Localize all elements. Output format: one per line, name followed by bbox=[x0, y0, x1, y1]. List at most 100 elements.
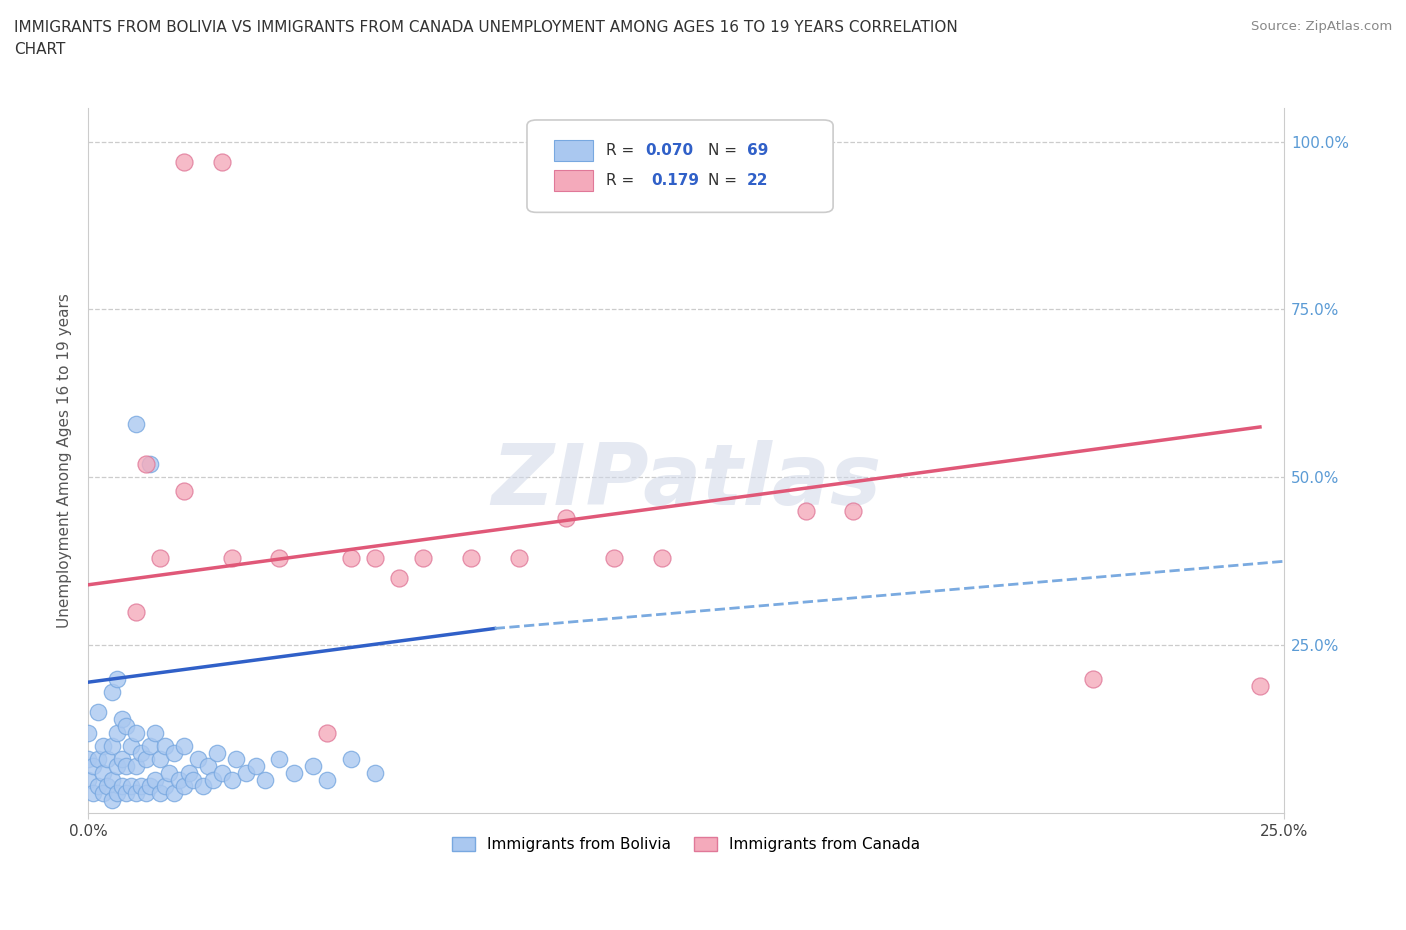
Point bbox=[111, 752, 134, 767]
Point bbox=[139, 457, 162, 472]
Point bbox=[412, 551, 434, 565]
Point bbox=[173, 154, 195, 169]
Text: R =: R = bbox=[606, 143, 638, 158]
Point bbox=[254, 772, 277, 787]
Point bbox=[167, 772, 190, 787]
Point bbox=[173, 738, 195, 753]
Point bbox=[91, 738, 114, 753]
Point bbox=[139, 738, 162, 753]
Point bbox=[101, 684, 124, 699]
Point bbox=[115, 786, 138, 801]
Point bbox=[77, 772, 100, 787]
Point bbox=[163, 745, 186, 760]
Point bbox=[115, 718, 138, 733]
Point bbox=[101, 772, 124, 787]
Point bbox=[388, 571, 411, 586]
Y-axis label: Unemployment Among Ages 16 to 19 years: Unemployment Among Ages 16 to 19 years bbox=[58, 293, 72, 628]
Point bbox=[197, 759, 219, 774]
Point bbox=[245, 759, 267, 774]
Point bbox=[82, 786, 104, 801]
Point bbox=[183, 772, 205, 787]
Point bbox=[187, 752, 209, 767]
Point bbox=[221, 551, 243, 565]
Point bbox=[302, 759, 325, 774]
Point bbox=[125, 759, 148, 774]
Point bbox=[211, 154, 233, 169]
Point bbox=[87, 778, 110, 793]
Point bbox=[340, 752, 363, 767]
Point bbox=[207, 745, 229, 760]
Point bbox=[177, 765, 200, 780]
Point bbox=[96, 778, 118, 793]
Text: N =: N = bbox=[707, 173, 741, 188]
Point bbox=[135, 752, 157, 767]
Point bbox=[173, 778, 195, 793]
Point bbox=[211, 765, 233, 780]
Point bbox=[105, 786, 128, 801]
Point bbox=[87, 752, 110, 767]
Point bbox=[191, 778, 214, 793]
Point bbox=[159, 765, 181, 780]
Point bbox=[153, 738, 176, 753]
Point bbox=[201, 772, 224, 787]
Point bbox=[508, 551, 530, 565]
Point bbox=[283, 765, 305, 780]
Point bbox=[77, 752, 100, 767]
Point bbox=[316, 772, 339, 787]
Point bbox=[120, 778, 142, 793]
Point bbox=[163, 786, 186, 801]
Point bbox=[603, 551, 626, 565]
Point bbox=[105, 759, 128, 774]
Legend: Immigrants from Bolivia, Immigrants from Canada: Immigrants from Bolivia, Immigrants from… bbox=[446, 831, 927, 858]
Text: 0.179: 0.179 bbox=[651, 173, 699, 188]
Point bbox=[842, 503, 865, 518]
Point bbox=[139, 778, 162, 793]
Point bbox=[269, 551, 291, 565]
Point bbox=[87, 705, 110, 720]
Point bbox=[129, 745, 152, 760]
Point bbox=[149, 786, 172, 801]
Point bbox=[149, 551, 172, 565]
Point bbox=[316, 725, 339, 740]
Point bbox=[364, 765, 387, 780]
Point bbox=[555, 511, 578, 525]
Point bbox=[120, 738, 142, 753]
Point bbox=[101, 792, 124, 807]
FancyBboxPatch shape bbox=[527, 120, 834, 212]
Text: IMMIGRANTS FROM BOLIVIA VS IMMIGRANTS FROM CANADA UNEMPLOYMENT AMONG AGES 16 TO : IMMIGRANTS FROM BOLIVIA VS IMMIGRANTS FR… bbox=[14, 20, 957, 35]
Text: 22: 22 bbox=[747, 173, 769, 188]
Point bbox=[125, 725, 148, 740]
Text: ZIPatlas: ZIPatlas bbox=[491, 440, 882, 524]
Point bbox=[135, 786, 157, 801]
Text: N =: N = bbox=[707, 143, 741, 158]
Text: R =: R = bbox=[606, 173, 644, 188]
Point bbox=[153, 778, 176, 793]
Point bbox=[115, 759, 138, 774]
Point bbox=[794, 503, 817, 518]
Bar bbox=[554, 140, 593, 161]
Point bbox=[125, 417, 148, 432]
Text: 0.070: 0.070 bbox=[645, 143, 693, 158]
Point bbox=[105, 671, 128, 686]
Point bbox=[91, 786, 114, 801]
Point bbox=[143, 772, 166, 787]
Point bbox=[149, 752, 172, 767]
Point bbox=[125, 604, 148, 619]
Point bbox=[96, 752, 118, 767]
Point bbox=[91, 765, 114, 780]
Point bbox=[460, 551, 482, 565]
Point bbox=[235, 765, 257, 780]
Point bbox=[135, 457, 157, 472]
Point bbox=[111, 711, 134, 726]
Point bbox=[129, 778, 152, 793]
Point bbox=[101, 738, 124, 753]
Text: Source: ZipAtlas.com: Source: ZipAtlas.com bbox=[1251, 20, 1392, 33]
Point bbox=[269, 752, 291, 767]
Bar bbox=[554, 170, 593, 192]
Text: CHART: CHART bbox=[14, 42, 66, 57]
Point bbox=[225, 752, 247, 767]
Point bbox=[82, 759, 104, 774]
Point bbox=[651, 551, 673, 565]
Point bbox=[173, 484, 195, 498]
Text: 69: 69 bbox=[747, 143, 768, 158]
